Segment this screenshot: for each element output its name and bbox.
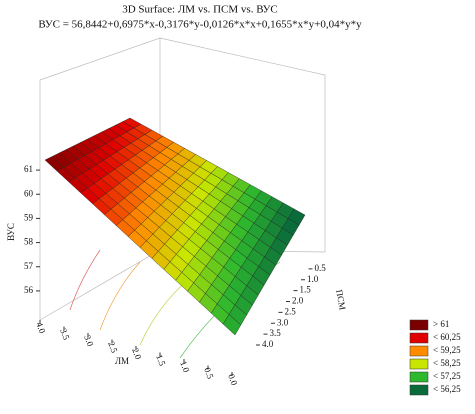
- z-tick-label: 59: [24, 212, 34, 222]
- legend-swatch: [409, 384, 429, 396]
- x-tick-label: 3.0: [82, 334, 95, 348]
- x-tick-label: 1.0: [178, 360, 191, 374]
- x-tick-label: 3.5: [58, 327, 71, 341]
- contour: [99, 261, 141, 331]
- z-tick-label: 61: [24, 164, 33, 174]
- contour: [69, 249, 101, 311]
- y-tick-label: 2.0: [292, 296, 304, 306]
- surface-cell: [287, 208, 306, 226]
- y-tick-label: 0.5: [315, 263, 327, 273]
- x-tick-label: 0.0: [226, 373, 239, 387]
- z-tick-label: 57: [24, 261, 34, 271]
- y-tick-label: 2.5: [285, 306, 297, 316]
- legend-swatch: [409, 332, 429, 344]
- y-axis-label: ПСМ: [334, 289, 347, 311]
- y-tick-label: 3.0: [277, 317, 289, 327]
- x-tick-label: 4.0: [34, 321, 47, 335]
- legend-swatch: [409, 345, 429, 357]
- legend-label: < 58,25: [433, 358, 461, 368]
- legend-label: > 61: [433, 319, 449, 329]
- legend-swatch: [409, 319, 429, 331]
- x-axis-label: ЛМ: [115, 356, 129, 366]
- legend-label: < 56,25: [433, 384, 461, 394]
- y-tick-label: 3.5: [270, 328, 282, 338]
- surface: [44, 117, 306, 336]
- chart-title: 3D Surface: ЛМ vs. ПСМ vs. ВУС: [122, 4, 278, 16]
- chart-subtitle: ВУС = 56,8442+0,6975*x-0,3176*y-0,0126*x…: [38, 19, 362, 31]
- z-tick-label: 60: [24, 188, 34, 198]
- y-tick-label: 1.5: [300, 285, 312, 295]
- y-tick-label: 1.0: [307, 274, 319, 284]
- legend-label: < 60,25: [433, 332, 461, 342]
- legend-label: < 59,25: [433, 345, 461, 355]
- y-tick-label: 4.0: [262, 339, 274, 349]
- x-tick-label: 2.5: [106, 340, 119, 354]
- box-edge: [39, 249, 161, 321]
- x-tick-label: 2.0: [130, 347, 143, 361]
- legend-swatch: [409, 371, 429, 383]
- z-axis-label: ВУС: [6, 223, 16, 241]
- x-tick-label: 0.5: [202, 366, 215, 380]
- x-tick-label: 1.5: [154, 353, 167, 367]
- z-tick-label: 56: [24, 285, 34, 295]
- legend-swatch: [409, 358, 429, 370]
- z-tick-label: 58: [24, 237, 34, 247]
- legend-label: < 57,25: [433, 371, 461, 381]
